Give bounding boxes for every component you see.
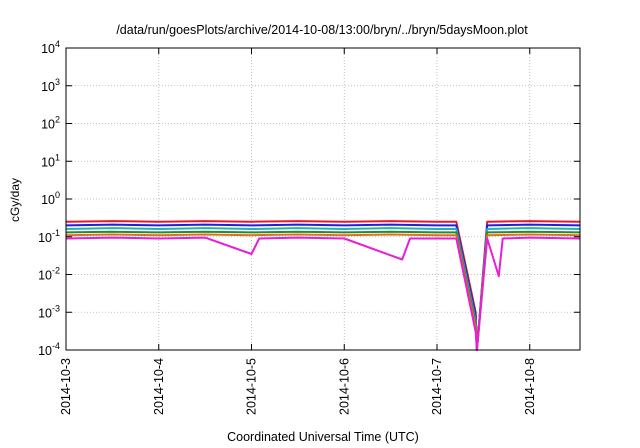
grid-layer <box>65 48 580 350</box>
series-line <box>65 227 581 351</box>
x-tick-label: 2014-10-5 <box>245 358 259 415</box>
y-tick-label: 104 <box>41 39 60 56</box>
y-tick-label: 103 <box>41 77 60 94</box>
y-tick-label: 102 <box>41 115 60 132</box>
x-tick-label: 2014-10-7 <box>430 358 444 415</box>
y-tick-exponent: -3 <box>52 303 60 313</box>
y-tick-exponent: 4 <box>55 39 60 49</box>
y-tick-exponent: 3 <box>55 77 60 87</box>
y-tick-exponent: 0 <box>55 190 60 200</box>
x-tick-label: 2014-10-4 <box>152 358 166 415</box>
y-tick-label: 10-2 <box>38 266 60 283</box>
tick-layer: 10-410-310-210-11001011021031042014-10-3… <box>38 39 580 415</box>
x-axis-label: Coordinated Universal Time (UTC) <box>227 430 419 444</box>
y-tick-label: 10-1 <box>38 228 60 245</box>
y-tick-exponent: 1 <box>55 152 60 162</box>
series-line <box>65 236 581 351</box>
series-line <box>65 233 581 351</box>
y-tick-label: 10-3 <box>38 303 60 320</box>
x-tick-label: 2014-10-3 <box>59 358 73 415</box>
series-layer <box>65 220 581 351</box>
x-tick-label: 2014-10-6 <box>337 358 351 415</box>
y-tick-exponent: -1 <box>52 228 60 238</box>
y-tick-exponent: 2 <box>55 115 60 125</box>
series-line <box>65 230 581 351</box>
y-tick-label: 101 <box>41 152 60 169</box>
x-tick-label: 2014-10-8 <box>523 358 537 415</box>
plot-frame <box>65 47 581 351</box>
y-tick-exponent: -4 <box>52 341 60 351</box>
y-axis-label: cGy/day <box>8 178 22 222</box>
y-tick-exponent: -2 <box>52 266 60 276</box>
y-tick-label: 100 <box>41 190 60 207</box>
chart-title: /data/run/goesPlots/archive/2014-10-08/1… <box>116 23 528 37</box>
y-tick-label: 10-4 <box>38 341 60 358</box>
